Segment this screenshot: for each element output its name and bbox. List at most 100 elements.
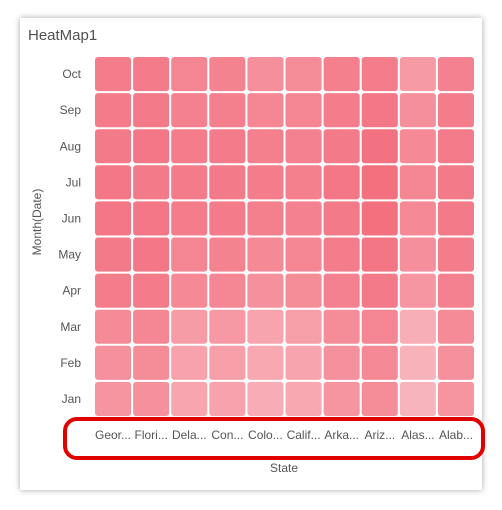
heatmap-cell-aug-4[interactable] <box>247 129 284 164</box>
heatmap-cell-jun-9[interactable] <box>437 201 474 236</box>
heatmap-cell-aug-9[interactable] <box>437 129 474 164</box>
heatmap-cell-mar-2[interactable] <box>171 309 208 344</box>
heatmap-cell-apr-0[interactable] <box>95 273 132 308</box>
heatmap-cell-jun-2[interactable] <box>171 201 208 236</box>
heatmap-cell-feb-3[interactable] <box>209 345 246 380</box>
heatmap-cell-jan-6[interactable] <box>323 381 360 416</box>
heatmap-cell-may-1[interactable] <box>133 237 170 272</box>
heatmap-cell-jul-5[interactable] <box>285 165 322 200</box>
heatmap-cell-feb-4[interactable] <box>247 345 284 380</box>
heatmap-cell-oct-2[interactable] <box>171 57 208 92</box>
heatmap-cell-apr-4[interactable] <box>247 273 284 308</box>
heatmap-cell-aug-7[interactable] <box>361 129 398 164</box>
heatmap-cell-jul-1[interactable] <box>133 165 170 200</box>
heatmap-cell-feb-8[interactable] <box>399 345 436 380</box>
heatmap-cell-oct-3[interactable] <box>209 57 246 92</box>
heatmap-cell-apr-8[interactable] <box>399 273 436 308</box>
heatmap-cell-jun-1[interactable] <box>133 201 170 236</box>
heatmap-cell-may-7[interactable] <box>361 237 398 272</box>
heatmap-cell-jun-3[interactable] <box>209 201 246 236</box>
heatmap-cell-may-9[interactable] <box>437 237 474 272</box>
heatmap-cell-may-2[interactable] <box>171 237 208 272</box>
heatmap-cell-jan-3[interactable] <box>209 381 246 416</box>
heatmap-cell-jan-0[interactable] <box>95 381 132 416</box>
heatmap-cell-mar-9[interactable] <box>437 309 474 344</box>
heatmap-cell-oct-0[interactable] <box>95 57 132 92</box>
heatmap-cell-sep-9[interactable] <box>437 93 474 128</box>
heatmap-cell-sep-7[interactable] <box>361 93 398 128</box>
heatmap-cell-oct-6[interactable] <box>323 57 360 92</box>
heatmap-cell-may-5[interactable] <box>285 237 322 272</box>
heatmap-cell-mar-5[interactable] <box>285 309 322 344</box>
heatmap-cell-jan-5[interactable] <box>285 381 322 416</box>
heatmap-cell-apr-3[interactable] <box>209 273 246 308</box>
heatmap-cell-apr-9[interactable] <box>437 273 474 308</box>
heatmap-cell-jun-6[interactable] <box>323 201 360 236</box>
heatmap-cell-apr-7[interactable] <box>361 273 398 308</box>
heatmap-cell-apr-5[interactable] <box>285 273 322 308</box>
heatmap-cell-sep-3[interactable] <box>209 93 246 128</box>
heatmap-cell-aug-8[interactable] <box>399 129 436 164</box>
heatmap-cell-jan-1[interactable] <box>133 381 170 416</box>
heatmap-cell-feb-6[interactable] <box>323 345 360 380</box>
heatmap-cell-jul-4[interactable] <box>247 165 284 200</box>
heatmap-cell-aug-0[interactable] <box>95 129 132 164</box>
heatmap-cell-jun-7[interactable] <box>361 201 398 236</box>
heatmap-cell-mar-8[interactable] <box>399 309 436 344</box>
heatmap-cell-jul-9[interactable] <box>437 165 474 200</box>
heatmap-cell-feb-7[interactable] <box>361 345 398 380</box>
heatmap-cell-jul-7[interactable] <box>361 165 398 200</box>
heatmap-cell-sep-1[interactable] <box>133 93 170 128</box>
heatmap-cell-sep-6[interactable] <box>323 93 360 128</box>
heatmap-cell-jan-7[interactable] <box>361 381 398 416</box>
heatmap-cell-sep-5[interactable] <box>285 93 322 128</box>
heatmap-cell-mar-4[interactable] <box>247 309 284 344</box>
heatmap-cell-may-8[interactable] <box>399 237 436 272</box>
heatmap-cell-feb-1[interactable] <box>133 345 170 380</box>
heatmap-cell-sep-2[interactable] <box>171 93 208 128</box>
heatmap-cell-feb-0[interactable] <box>95 345 132 380</box>
heatmap-cell-jul-6[interactable] <box>323 165 360 200</box>
heatmap-cell-apr-1[interactable] <box>133 273 170 308</box>
heatmap-cell-jun-8[interactable] <box>399 201 436 236</box>
heatmap-cell-apr-6[interactable] <box>323 273 360 308</box>
heatmap-cell-aug-5[interactable] <box>285 129 322 164</box>
heatmap-cell-oct-4[interactable] <box>247 57 284 92</box>
heatmap-cell-sep-8[interactable] <box>399 93 436 128</box>
heatmap-cell-jan-9[interactable] <box>437 381 474 416</box>
heatmap-cell-mar-0[interactable] <box>95 309 132 344</box>
heatmap-cell-jun-0[interactable] <box>95 201 132 236</box>
heatmap-cell-feb-5[interactable] <box>285 345 322 380</box>
heatmap-cell-may-4[interactable] <box>247 237 284 272</box>
heatmap-cell-jul-3[interactable] <box>209 165 246 200</box>
heatmap-cell-mar-1[interactable] <box>133 309 170 344</box>
heatmap-cell-jul-2[interactable] <box>171 165 208 200</box>
heatmap-cell-jan-8[interactable] <box>399 381 436 416</box>
heatmap-cell-jan-2[interactable] <box>171 381 208 416</box>
heatmap-cell-feb-2[interactable] <box>171 345 208 380</box>
heatmap-cell-oct-1[interactable] <box>133 57 170 92</box>
heatmap-cell-may-3[interactable] <box>209 237 246 272</box>
heatmap-cell-jun-4[interactable] <box>247 201 284 236</box>
heatmap-cell-jun-5[interactable] <box>285 201 322 236</box>
heatmap-cell-may-6[interactable] <box>323 237 360 272</box>
heatmap-cell-oct-8[interactable] <box>399 57 436 92</box>
heatmap-cell-feb-9[interactable] <box>437 345 474 380</box>
heatmap-cell-sep-0[interactable] <box>95 93 132 128</box>
heatmap-cell-aug-2[interactable] <box>171 129 208 164</box>
heatmap-cell-oct-5[interactable] <box>285 57 322 92</box>
heatmap-cell-aug-3[interactable] <box>209 129 246 164</box>
heatmap-cell-mar-3[interactable] <box>209 309 246 344</box>
heatmap-cell-may-0[interactable] <box>95 237 132 272</box>
heatmap-cell-aug-1[interactable] <box>133 129 170 164</box>
heatmap-cell-oct-9[interactable] <box>437 57 474 92</box>
heatmap-cell-oct-7[interactable] <box>361 57 398 92</box>
heatmap-cell-jan-4[interactable] <box>247 381 284 416</box>
heatmap-cell-jul-0[interactable] <box>95 165 132 200</box>
heatmap-cell-jul-8[interactable] <box>399 165 436 200</box>
heatmap-cell-aug-6[interactable] <box>323 129 360 164</box>
heatmap-cell-apr-2[interactable] <box>171 273 208 308</box>
heatmap-cell-mar-7[interactable] <box>361 309 398 344</box>
heatmap-cell-sep-4[interactable] <box>247 93 284 128</box>
heatmap-cell-mar-6[interactable] <box>323 309 360 344</box>
